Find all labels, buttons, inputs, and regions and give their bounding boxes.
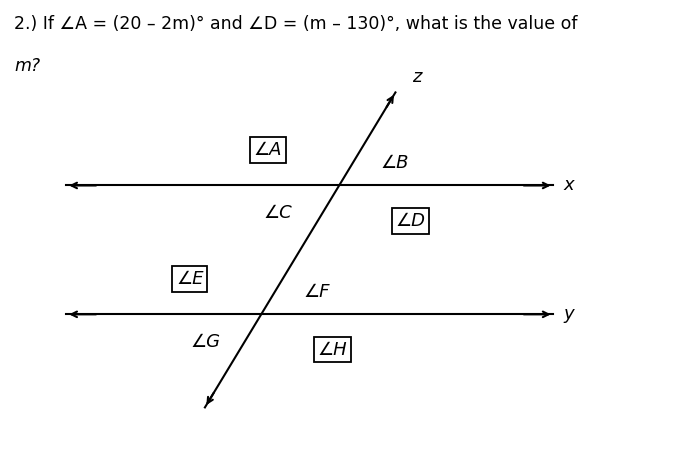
Text: ∠C: ∠C xyxy=(263,204,292,222)
Text: 2.) If ∠A = (20 – 2m)° and ∠D = (m – 130)°, what is the value of: 2.) If ∠A = (20 – 2m)° and ∠D = (m – 130… xyxy=(15,15,578,33)
Text: ∠H: ∠H xyxy=(318,341,348,359)
Text: ∠F: ∠F xyxy=(303,283,330,301)
Text: m?: m? xyxy=(15,56,41,75)
Text: x: x xyxy=(563,176,574,194)
Text: ∠B: ∠B xyxy=(380,154,408,172)
Text: ∠D: ∠D xyxy=(395,212,426,230)
Text: ∠A: ∠A xyxy=(254,141,282,159)
Text: z: z xyxy=(412,68,422,86)
Text: ∠G: ∠G xyxy=(191,333,221,351)
Text: ∠E: ∠E xyxy=(176,270,204,288)
Text: y: y xyxy=(563,305,574,323)
